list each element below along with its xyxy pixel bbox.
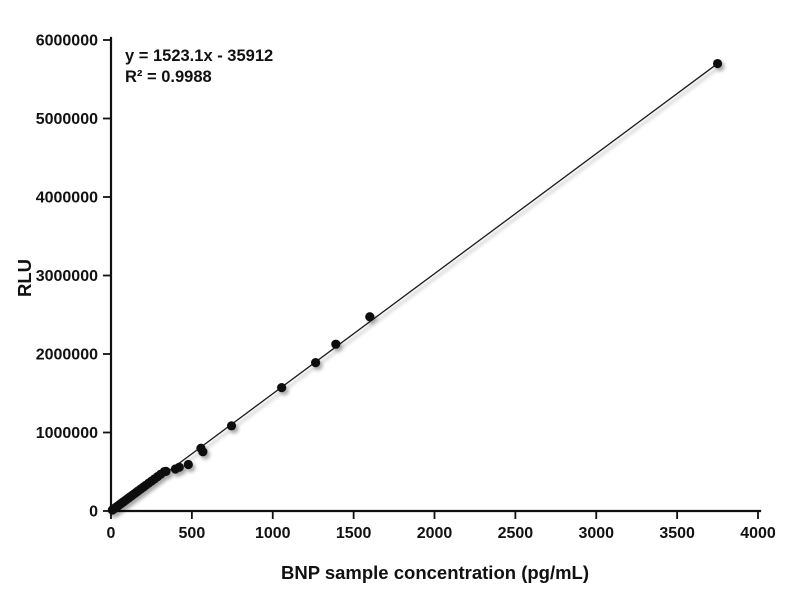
data-point	[277, 382, 287, 393]
data-point	[311, 358, 321, 368]
trend-line	[114, 63, 718, 512]
y-axis-tick-label: 2000000	[36, 347, 98, 364]
x-axis-tick-label: 4000	[740, 525, 776, 542]
r-squared-label: R² = 0.9988	[125, 68, 212, 86]
data-series	[107, 58, 723, 515]
axes	[108, 36, 762, 513]
data-point	[174, 462, 184, 472]
x-axis-title: BNP sample concentration (pg/mL)	[281, 562, 589, 583]
data-point	[183, 459, 193, 470]
x-axis-tick-label: 3500	[659, 525, 695, 542]
y-axis-tick-label: 3000000	[36, 268, 98, 285]
x-axis-tick-label: 2500	[498, 525, 534, 542]
tick-labels: 0 1000000 2000000 3000000 4000000 5000000 6000…	[36, 33, 776, 543]
y-axis-tick-label: 6000000	[36, 33, 98, 50]
data-point	[712, 58, 723, 69]
data-point	[226, 421, 237, 431]
y-axis-title: RLU	[14, 259, 35, 297]
x-axis-tick-label: 1000	[255, 525, 291, 542]
y-axis-tick-label: 4000000	[36, 190, 98, 207]
y-axis-tick-label: 1000000	[36, 425, 98, 442]
x-axis-tick-label: 1500	[336, 525, 372, 542]
tick-marks	[103, 39, 759, 519]
data-point	[331, 339, 341, 349]
regression-equation-label: y = 1523.1x - 35912	[125, 47, 273, 65]
x-axis-tick-label: 0	[107, 525, 116, 542]
y-axis-tick-label: 5000000	[36, 111, 98, 128]
x-axis-tick-label: 2000	[417, 525, 453, 542]
y-axis-tick-label: 0	[89, 504, 98, 521]
x-axis-tick-label: 3000	[578, 525, 614, 542]
data-point	[161, 466, 171, 476]
x-axis-tick-label: 500	[179, 525, 206, 542]
data-point	[198, 447, 208, 457]
data-point	[365, 312, 375, 322]
